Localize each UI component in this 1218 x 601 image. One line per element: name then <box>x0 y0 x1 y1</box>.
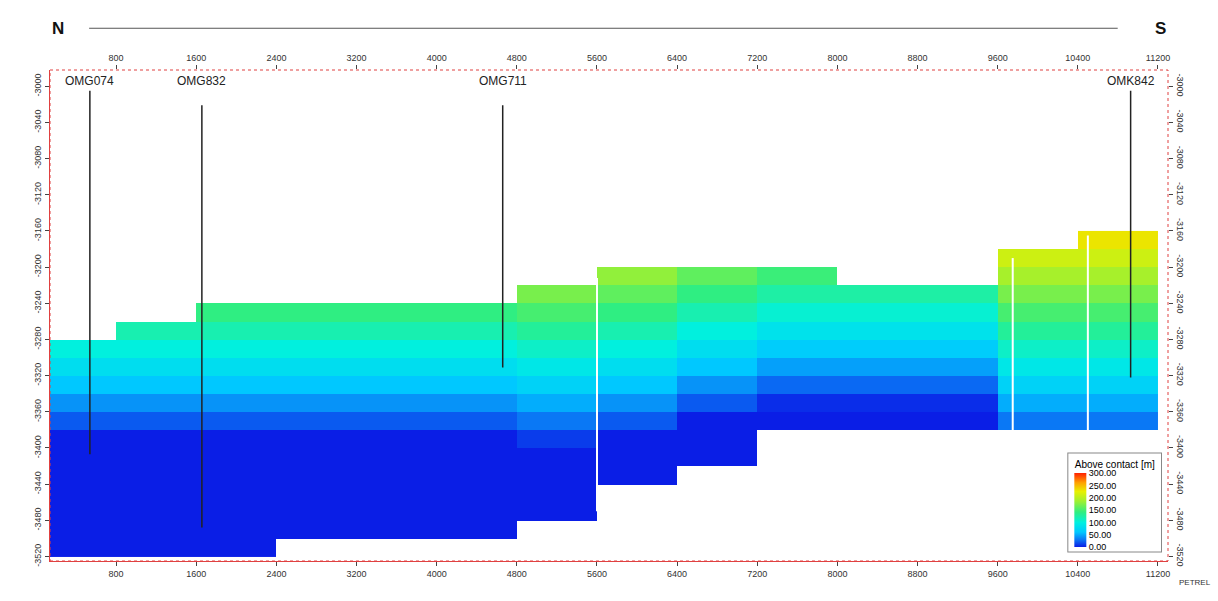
svg-text:6400: 6400 <box>667 53 687 63</box>
svg-text:8800: 8800 <box>908 53 928 63</box>
svg-text:-3280: -3280 <box>1175 327 1185 350</box>
svg-text:7200: 7200 <box>747 569 767 579</box>
svg-text:4000: 4000 <box>427 569 447 579</box>
svg-text:OMK842: OMK842 <box>1107 74 1155 88</box>
svg-text:7200: 7200 <box>747 53 767 63</box>
svg-text:1600: 1600 <box>186 569 206 579</box>
svg-text:250.00: 250.00 <box>1089 481 1117 491</box>
svg-text:100.00: 100.00 <box>1089 518 1117 528</box>
svg-text:-3400: -3400 <box>1175 435 1185 458</box>
svg-text:8800: 8800 <box>908 569 928 579</box>
svg-text:PETREL: PETREL <box>1179 578 1211 587</box>
svg-text:800: 800 <box>109 569 124 579</box>
svg-text:OMG832: OMG832 <box>177 74 226 88</box>
svg-text:-3000: -3000 <box>1175 73 1185 96</box>
svg-text:OMG074: OMG074 <box>65 74 114 88</box>
svg-text:3200: 3200 <box>347 53 367 63</box>
svg-text:150.00: 150.00 <box>1089 505 1117 515</box>
svg-text:10400: 10400 <box>1065 569 1090 579</box>
svg-text:2400: 2400 <box>266 53 286 63</box>
svg-text:-3120: -3120 <box>33 182 43 205</box>
svg-text:-3280: -3280 <box>33 327 43 350</box>
svg-text:-3360: -3360 <box>1175 399 1185 422</box>
svg-text:6400: 6400 <box>667 569 687 579</box>
svg-text:4000: 4000 <box>427 53 447 63</box>
svg-text:4800: 4800 <box>507 569 527 579</box>
svg-text:-3040: -3040 <box>33 110 43 133</box>
svg-text:-3320: -3320 <box>1175 363 1185 386</box>
svg-text:-3360: -3360 <box>33 399 43 422</box>
svg-text:-3240: -3240 <box>33 290 43 313</box>
svg-text:0.00: 0.00 <box>1089 542 1107 552</box>
svg-text:5600: 5600 <box>587 53 607 63</box>
svg-text:11200: 11200 <box>1146 53 1170 63</box>
svg-text:300.00: 300.00 <box>1089 468 1117 478</box>
svg-text:S: S <box>1155 19 1166 38</box>
svg-text:1600: 1600 <box>186 53 206 63</box>
svg-text:-3200: -3200 <box>1175 254 1185 277</box>
svg-text:10400: 10400 <box>1065 53 1090 63</box>
svg-text:-3000: -3000 <box>33 73 43 96</box>
svg-text:50.00: 50.00 <box>1089 530 1112 540</box>
svg-text:-3440: -3440 <box>1175 471 1185 494</box>
svg-text:800: 800 <box>109 53 124 63</box>
svg-text:9600: 9600 <box>988 569 1008 579</box>
svg-text:-3480: -3480 <box>1175 507 1185 530</box>
svg-text:-3400: -3400 <box>33 435 43 458</box>
svg-text:5600: 5600 <box>587 569 607 579</box>
svg-text:-3320: -3320 <box>33 363 43 386</box>
svg-text:-3240: -3240 <box>1175 290 1185 313</box>
svg-text:-3120: -3120 <box>1175 182 1185 205</box>
svg-text:11200: 11200 <box>1146 569 1170 579</box>
svg-text:8000: 8000 <box>827 569 847 579</box>
svg-text:3200: 3200 <box>347 569 367 579</box>
svg-text:8000: 8000 <box>827 53 847 63</box>
svg-text:-3080: -3080 <box>1175 146 1185 169</box>
svg-text:-3080: -3080 <box>33 146 43 169</box>
svg-text:-3520: -3520 <box>1175 544 1185 567</box>
svg-text:2400: 2400 <box>266 569 286 579</box>
svg-text:4800: 4800 <box>507 53 527 63</box>
svg-text:-3520: -3520 <box>33 544 43 567</box>
svg-text:N: N <box>52 19 64 38</box>
svg-text:-3480: -3480 <box>33 507 43 530</box>
svg-text:200.00: 200.00 <box>1089 493 1117 503</box>
svg-text:9600: 9600 <box>988 53 1008 63</box>
svg-text:-3200: -3200 <box>33 254 43 277</box>
svg-text:-3160: -3160 <box>33 218 43 241</box>
svg-text:-3160: -3160 <box>1175 218 1185 241</box>
svg-text:-3440: -3440 <box>33 471 43 494</box>
svg-text:OMG711: OMG711 <box>479 74 527 88</box>
svg-text:Above contact [m]: Above contact [m] <box>1075 459 1155 470</box>
svg-text:-3040: -3040 <box>1175 110 1185 133</box>
